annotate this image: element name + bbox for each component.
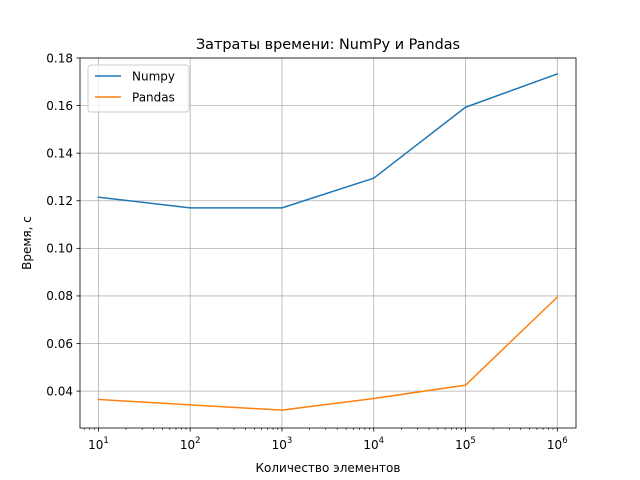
chart-title: Затраты времени: NumPy и Pandas — [196, 37, 460, 53]
series-line-numpy — [97, 72, 559, 209]
x-tick-label: 101 — [88, 436, 109, 452]
x-tick-label: 102 — [180, 436, 201, 452]
x-tick-label: 106 — [547, 436, 568, 452]
y-tick-label: 0.10 — [46, 242, 73, 256]
y-tick-label: 0.04 — [46, 384, 73, 398]
y-tick-label: 0.08 — [46, 289, 73, 303]
legend-label-pandas: Pandas — [132, 90, 175, 104]
y-axis-label: Время, с — [20, 216, 34, 270]
series-line-pandas — [97, 296, 559, 411]
legend: Numpy Pandas — [87, 64, 190, 113]
series-lines — [97, 72, 559, 411]
x-tick-label: 104 — [363, 436, 384, 452]
x-tick-label: 105 — [455, 436, 476, 452]
y-tick-label: 0.06 — [46, 337, 73, 351]
y-tick-label: 0.16 — [46, 99, 73, 113]
x-axis-label: Количество элементов — [256, 461, 401, 475]
x-axis-ticks: 101 102 103 104 105 106 — [83, 428, 568, 452]
y-tick-label: 0.12 — [46, 194, 73, 208]
x-tick-label: 103 — [272, 436, 293, 452]
y-axis-ticks: 0.04 0.06 0.08 0.10 0.12 0.14 0.16 0.18 — [46, 51, 80, 398]
legend-label-numpy: Numpy — [132, 69, 175, 83]
y-tick-label: 0.14 — [46, 146, 73, 160]
y-tick-label: 0.18 — [46, 51, 73, 65]
axes-frame — [79, 57, 577, 429]
